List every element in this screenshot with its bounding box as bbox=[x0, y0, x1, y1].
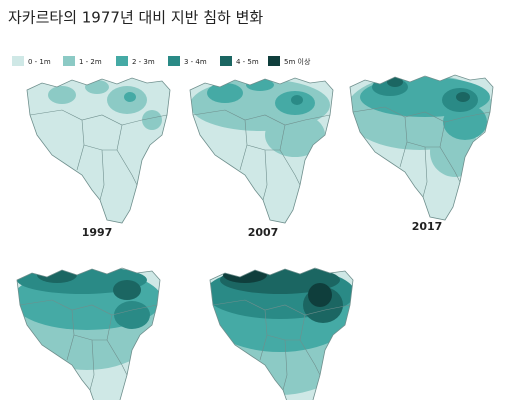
map-4 bbox=[16, 267, 161, 400]
legend-label: 4 - 5m bbox=[236, 58, 259, 66]
map-label: 2007 bbox=[248, 226, 279, 239]
legend-label: 5m 이상 bbox=[284, 57, 311, 66]
legend-swatch bbox=[12, 56, 24, 66]
map-5 bbox=[209, 267, 354, 400]
legend: 0 - 1m 1 - 2m 2 - 3m 3 - 4m 4 - 5m 5m 이상 bbox=[12, 56, 311, 66]
legend-label: 1 - 2m bbox=[79, 58, 102, 66]
legend-label: 3 - 4m bbox=[184, 58, 207, 66]
map-label: 1997 bbox=[82, 226, 113, 239]
map-1997 bbox=[26, 77, 171, 224]
legend-swatch bbox=[220, 56, 232, 66]
map-2017 bbox=[349, 74, 494, 221]
legend-label: 0 - 1m bbox=[28, 58, 51, 66]
legend-swatch bbox=[63, 56, 75, 66]
legend-swatch bbox=[268, 56, 280, 66]
legend-swatch bbox=[168, 56, 180, 66]
legend-label: 2 - 3m bbox=[132, 58, 155, 66]
legend-swatch bbox=[116, 56, 128, 66]
map-label: 2017 bbox=[412, 220, 443, 233]
title: 자카르타의 1977년 대비 지반 침하 변화 bbox=[8, 9, 263, 27]
map-2007 bbox=[189, 77, 334, 224]
